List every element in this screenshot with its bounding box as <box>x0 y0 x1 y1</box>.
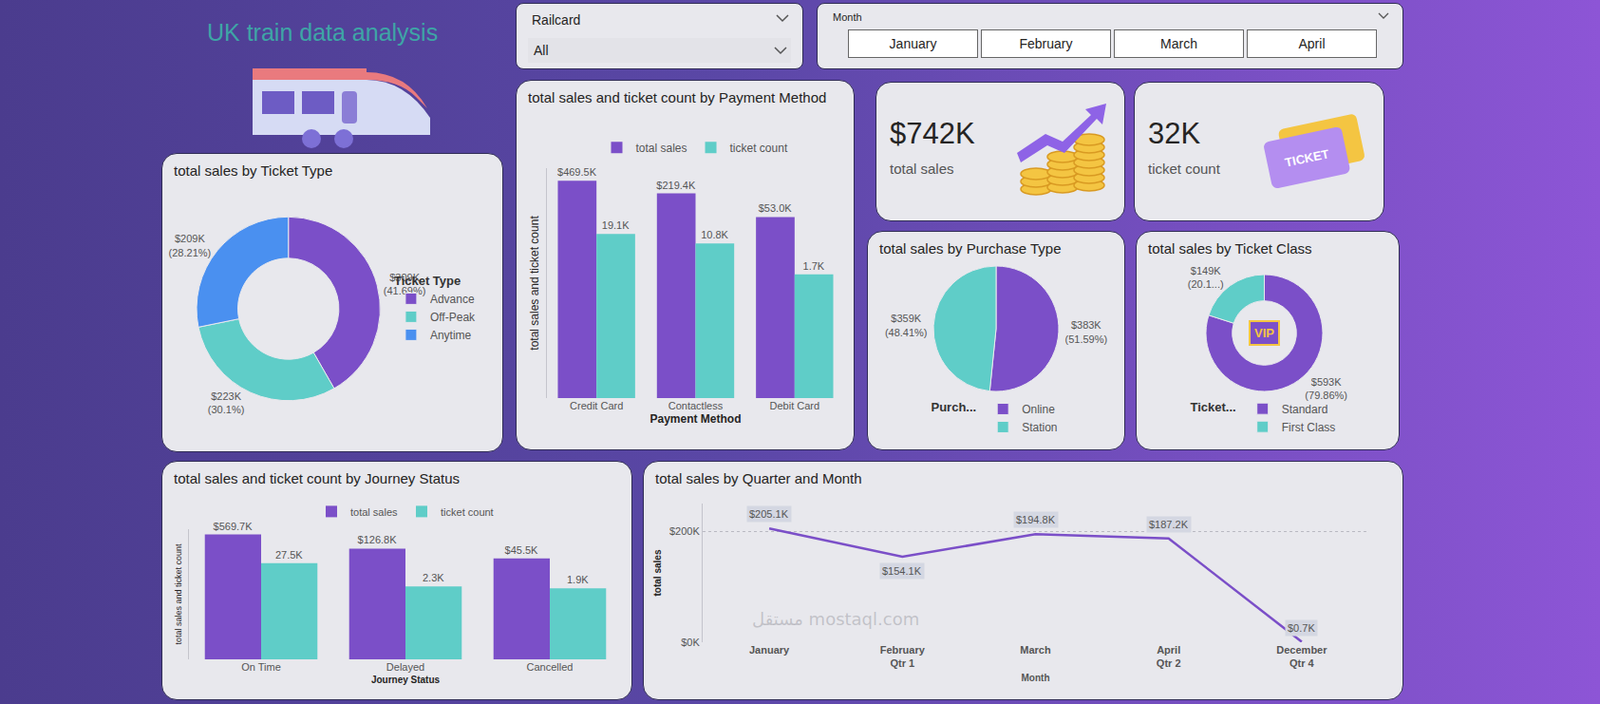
svg-text:AprilQtr 2: AprilQtr 2 <box>1156 643 1182 669</box>
svg-text:Standard: Standard <box>1281 402 1329 416</box>
svg-text:On Time: On Time <box>241 660 282 673</box>
svg-text:Advance: Advance <box>430 292 475 306</box>
svg-text:$205.1K: $205.1K <box>749 508 790 520</box>
svg-text:January: January <box>749 643 791 656</box>
svg-text:Cancelled: Cancelled <box>527 660 574 673</box>
svg-text:Contactless: Contactless <box>668 399 724 412</box>
svg-text:DecemberQtr 4: DecemberQtr 4 <box>1276 643 1328 669</box>
svg-text:1.9K: 1.9K <box>566 573 589 585</box>
svg-text:Station: Station <box>1021 420 1057 434</box>
svg-text:Online: Online <box>1021 402 1055 416</box>
svg-text:$219.4K: $219.4K <box>656 179 697 191</box>
svg-text:$53.0K: $53.0K <box>758 202 793 214</box>
svg-text:Journey Status: Journey Status <box>371 674 441 685</box>
svg-text:total sales: total sales <box>636 141 688 155</box>
svg-text:$154.1K: $154.1K <box>882 564 923 577</box>
svg-text:2.3K: 2.3K <box>422 571 445 584</box>
svg-text:27.5K: 27.5K <box>275 548 303 561</box>
svg-text:VIP: VIP <box>1254 325 1275 340</box>
svg-text:Purch...: Purch... <box>931 399 978 415</box>
svg-text:$194.8K: $194.8K <box>1016 513 1056 526</box>
svg-text:Payment Method: Payment Method <box>649 412 741 426</box>
svg-text:$223K(30.1%): $223K(30.1%) <box>207 390 245 415</box>
svg-text:$45.5K: $45.5K <box>505 544 540 556</box>
svg-text:$593K(79.86%): $593K(79.86%) <box>1304 376 1348 401</box>
svg-text:TICKET: TICKET <box>1283 146 1331 170</box>
svg-text:ticket count: ticket count <box>440 506 494 518</box>
svg-text:$187.2K: $187.2K <box>1148 518 1189 530</box>
svg-text:Ticket Type: Ticket Type <box>394 273 461 288</box>
svg-text:Credit Card: Credit Card <box>569 399 623 412</box>
svg-text:$200K: $200K <box>669 525 700 537</box>
svg-text:$569.7K: $569.7K <box>213 520 254 532</box>
svg-text:$383K(51.59%): $383K(51.59%) <box>1064 319 1108 344</box>
svg-text:$149K(20.1...): $149K(20.1...) <box>1187 264 1224 290</box>
svg-text:$359K(48.41%): $359K(48.41%) <box>884 312 928 338</box>
svg-text:10.8K: 10.8K <box>700 228 729 241</box>
svg-text:1.7K: 1.7K <box>803 260 826 272</box>
svg-text:$209K(28.21%): $209K(28.21%) <box>169 232 212 258</box>
svg-text:$0K: $0K <box>680 636 700 648</box>
svg-text:$126.8K: $126.8K <box>357 533 398 546</box>
svg-text:مستقل mostaql.com: مستقل mostaql.com <box>752 608 920 629</box>
svg-text:total sales and ticket count: total sales and ticket count <box>527 215 542 351</box>
svg-text:$0.7K: $0.7K <box>1287 621 1316 634</box>
svg-text:total sales and ticket count: total sales and ticket count <box>173 543 184 645</box>
svg-text:Ticket...: Ticket... <box>1190 399 1237 415</box>
svg-text:March: March <box>1019 643 1052 656</box>
svg-text:First Class: First Class <box>1281 420 1337 434</box>
svg-text:$469.5K: $469.5K <box>557 166 598 178</box>
svg-text:total sales: total sales <box>350 506 398 518</box>
svg-text:Debit Card: Debit Card <box>770 399 821 412</box>
svg-text:Off-Peak: Off-Peak <box>430 310 476 324</box>
svg-text:ticket count: ticket count <box>730 141 789 155</box>
svg-text:19.1K: 19.1K <box>602 219 630 231</box>
svg-text:FebruaryQtr 1: FebruaryQtr 1 <box>880 643 926 669</box>
svg-text:total sales: total sales <box>652 548 663 596</box>
svg-text:Anytime: Anytime <box>430 328 472 342</box>
svg-text:Month: Month <box>1021 672 1051 683</box>
svg-text:Delayed: Delayed <box>386 660 425 673</box>
